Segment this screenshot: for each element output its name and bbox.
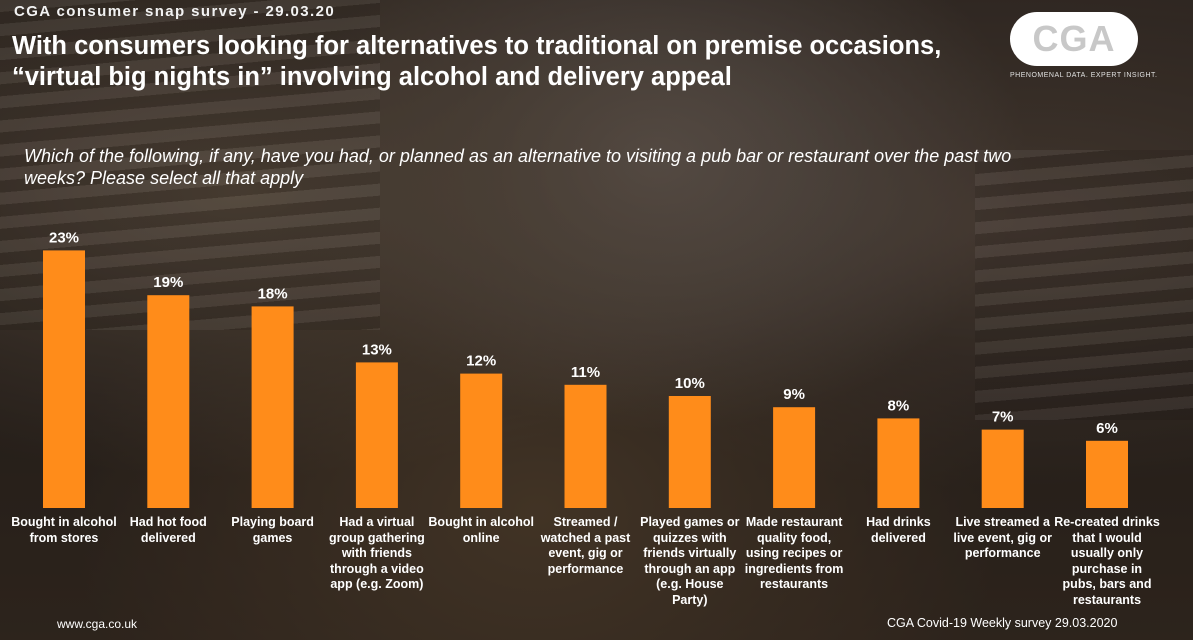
bar-9 (877, 418, 920, 508)
bar-2 (147, 295, 190, 508)
category-label-1: Bought in alcohol from stores (11, 515, 117, 545)
category-label-10: Live streamed a live event, gig or perfo… (953, 515, 1052, 560)
bar-8 (773, 407, 816, 508)
category-label-5: Bought in alcohol online (428, 515, 534, 545)
bar-value-label-5: 12% (466, 353, 496, 370)
bar-value-label-6: 11% (571, 364, 600, 381)
footer-source: CGA Covid-19 Weekly survey 29.03.2020 (887, 616, 1118, 630)
category-label-2: Had hot food delivered (129, 515, 207, 545)
category-label-7: Played games or quizzes with friends vir… (640, 515, 740, 607)
category-label-8: Made restaurant quality food, using reci… (744, 515, 844, 591)
logo-text: CGA (1032, 18, 1116, 59)
logo-tagline: PHENOMENAL DATA. EXPERT INSIGHT. (1010, 72, 1158, 79)
bar-value-label-10: 7% (992, 409, 1014, 426)
bar-value-label-3: 18% (258, 285, 288, 302)
category-label-4: Had a virtual group gathering with frien… (328, 515, 425, 591)
bar-5 (460, 373, 503, 508)
bar-value-label-11: 6% (1096, 420, 1118, 437)
bar-4 (355, 362, 398, 508)
page-title: With consumers looking for alternatives … (12, 32, 942, 91)
survey-question: Which of the following, if any, have you… (24, 146, 1012, 188)
bar-3 (251, 306, 294, 508)
bar-11 (1086, 440, 1128, 508)
bar-value-label-4: 13% (362, 341, 392, 358)
bar-10 (981, 429, 1024, 508)
bar-value-label-7: 10% (675, 375, 705, 392)
bar-1 (43, 250, 85, 508)
category-label-6: Streamed / watched a past event, gig or … (540, 515, 631, 576)
bar-6 (564, 384, 607, 508)
footer-website: www.cga.co.uk (57, 617, 138, 631)
cga-logo: CGA (1010, 12, 1138, 66)
category-label-3: Playing board games (231, 515, 314, 545)
survey-tag: CGA consumer snap survey - 29.03.20 (14, 3, 336, 20)
category-label-9: Had drinks delivered (866, 515, 931, 545)
bar-value-label-8: 9% (783, 386, 805, 403)
bar-7 (668, 396, 711, 508)
bar-value-label-2: 19% (153, 274, 183, 291)
category-label-11: Re-created drinks that I would usually o… (1054, 515, 1160, 607)
background-stripes-right (975, 150, 1193, 420)
bar-value-label-1: 23% (49, 229, 79, 246)
bar-value-label-9: 8% (888, 397, 910, 414)
